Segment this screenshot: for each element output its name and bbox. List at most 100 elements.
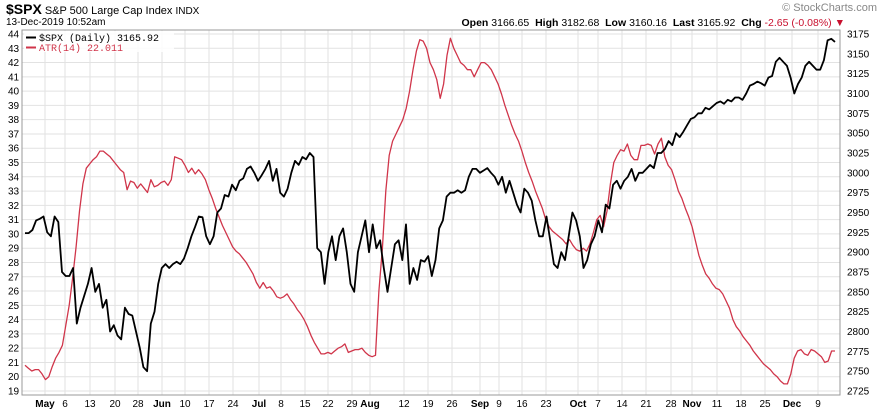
left-tick-label: 40 xyxy=(8,87,20,98)
x-tick-label: 9 xyxy=(815,399,821,410)
symbol: $SPX xyxy=(6,1,42,17)
x-tick-label: 25 xyxy=(759,399,771,410)
x-tick-label: 24 xyxy=(227,399,239,410)
x-tick-label: 13 xyxy=(84,399,96,410)
left-tick-label: 30 xyxy=(8,229,20,240)
chg-value: -2.65 (-0.08%) ▼ xyxy=(764,17,845,29)
open-label: Open xyxy=(461,17,489,29)
right-tick-label: 3100 xyxy=(847,89,870,100)
right-tick-label: 3075 xyxy=(847,109,870,120)
x-tick-label: Sep xyxy=(471,399,489,410)
left-tick-label: 44 xyxy=(8,30,20,41)
chg-down-arrow-icon: ▼ xyxy=(834,17,845,29)
right-tick-label: 3125 xyxy=(847,69,870,80)
chg-number: 2.65 (-0.08%) xyxy=(768,17,832,29)
x-tick-label: Nov xyxy=(683,399,702,410)
left-tick-label: 37 xyxy=(8,129,20,140)
right-tick-label: 3150 xyxy=(847,49,870,60)
low-value: 3160.16 xyxy=(629,17,668,29)
x-tick-label: 6 xyxy=(62,399,68,410)
x-tick-label: 23 xyxy=(540,399,552,410)
x-tick-label: 11 xyxy=(712,399,723,410)
right-tick-label: 2750 xyxy=(847,367,870,378)
x-tick-label: 20 xyxy=(109,399,121,410)
grid xyxy=(22,30,840,395)
x-tick-label: 7 xyxy=(595,399,601,410)
left-tick-label: 22 xyxy=(8,344,20,355)
right-tick-label: 2850 xyxy=(847,287,870,298)
x-tick-label: May xyxy=(35,399,55,410)
high-value: 3182.68 xyxy=(561,17,600,29)
plot-border xyxy=(21,29,841,396)
chart-title: $SPX S&P 500 Large Cap Index INDX xyxy=(6,1,199,17)
x-tick-label: Oct xyxy=(570,399,587,410)
right-tick-label: 2900 xyxy=(847,248,870,259)
right-tick-label: 3175 xyxy=(847,30,870,41)
x-tick-label: 8 xyxy=(278,399,284,410)
x-tick-label: 12 xyxy=(398,399,410,410)
x-tick-label: Jun xyxy=(153,399,171,410)
left-tick-label: 25 xyxy=(8,301,20,312)
left-tick-label: 35 xyxy=(8,158,20,169)
x-tick-label: Dec xyxy=(783,399,802,410)
index-name: S&P 500 Large Cap Index xyxy=(44,5,173,17)
right-tick-label: 2925 xyxy=(847,228,870,239)
legend-atr-label: ATR(14) 22.011 xyxy=(39,43,123,55)
plot-frame xyxy=(21,29,841,396)
left-tick-label: 19 xyxy=(8,387,20,398)
left-tick-label: 39 xyxy=(8,101,20,112)
left-tick-label: 32 xyxy=(8,201,20,212)
last-value: 3165.92 xyxy=(697,17,736,29)
left-tick-label: 24 xyxy=(8,315,20,326)
right-tick-label: 2875 xyxy=(847,268,870,279)
x-tick-label: 9 xyxy=(496,399,502,410)
right-tick-label: 3025 xyxy=(847,149,870,160)
left-tick-label: 34 xyxy=(8,172,20,183)
left-tick-label: 41 xyxy=(8,72,20,83)
x-tick-label: 15 xyxy=(299,399,311,410)
low-label: Low xyxy=(605,17,627,29)
x-tick-label: 16 xyxy=(516,399,528,410)
right-tick-label: 2725 xyxy=(847,387,870,398)
left-tick-label: 31 xyxy=(8,215,20,226)
x-tick-label: 29 xyxy=(346,399,358,410)
right-tick-label: 2975 xyxy=(847,188,870,199)
x-axis-ticks: May 6 13 20 28 Jun 10 17 24 Jul 8 15 22 29 Aug 12 19 26 Se… xyxy=(35,399,821,410)
high-label: High xyxy=(535,17,559,29)
x-tick-label: 26 xyxy=(446,399,458,410)
ohlc-summary: Open 3166.65 High 3182.68 Low 3160.16 La… xyxy=(462,17,846,29)
chart-date: 13-Dec-2019 10:52am xyxy=(6,17,106,28)
x-tick-label: 21 xyxy=(640,399,652,410)
right-tick-label: 2825 xyxy=(847,307,870,318)
x-tick-label: 17 xyxy=(203,399,215,410)
left-tick-label: 42 xyxy=(8,58,20,69)
brand-watermark: © StockCharts.com xyxy=(782,2,877,14)
x-tick-label: 18 xyxy=(735,399,747,410)
left-tick-label: 38 xyxy=(8,115,20,126)
right-tick-label: 2800 xyxy=(847,327,870,338)
left-tick-label: 33 xyxy=(8,187,20,198)
x-tick-label: Aug xyxy=(360,399,379,410)
left-tick-label: 26 xyxy=(8,287,20,298)
x-tick-label: 10 xyxy=(179,399,191,410)
right-tick-label: 3050 xyxy=(847,129,870,140)
x-tick-label: 28 xyxy=(132,399,144,410)
x-tick-label: 14 xyxy=(616,399,628,410)
legend-bg xyxy=(24,31,174,52)
right-tick-label: 2950 xyxy=(847,208,870,219)
right-axis-ticks: 2725 2750 2775 2800 2825 2850 2875 2900 2925 2950… xyxy=(847,30,870,398)
exchange: INDX xyxy=(175,6,200,17)
open-value: 3166.65 xyxy=(491,17,530,29)
legend-price-label: $SPX (Daily) 3165.92 xyxy=(39,33,159,45)
left-tick-label: 20 xyxy=(8,372,20,383)
left-axis-ticks: 19 20 21 22 23 24 25 26 27 28 29 30 31 32 33 34 35 36 37 38… xyxy=(8,30,20,398)
left-tick-label: 36 xyxy=(8,144,20,155)
chg-label: Chg xyxy=(741,17,762,29)
x-tick-label: 19 xyxy=(422,399,434,410)
left-tick-label: 28 xyxy=(8,258,20,269)
left-tick-label: 21 xyxy=(8,358,20,369)
price-line xyxy=(25,37,836,373)
left-tick-label: 23 xyxy=(8,329,20,340)
